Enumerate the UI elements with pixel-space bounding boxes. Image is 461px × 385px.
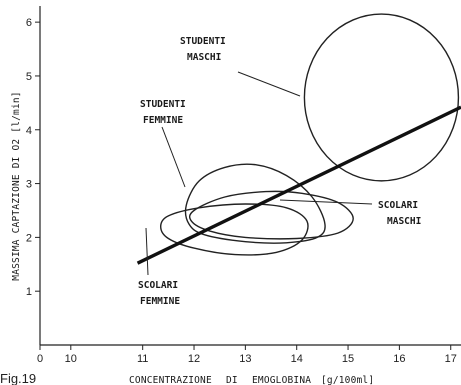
- x-tick-label: 10: [65, 353, 77, 365]
- label-studenti-femmine-line1: STUDENTI: [140, 99, 186, 110]
- y-tick-label: 2: [26, 232, 32, 244]
- outline-scolari-femmine: [159, 203, 309, 256]
- x-tick-label: 13: [239, 353, 251, 365]
- pointer-scolari-maschi: [279, 199, 373, 205]
- x-tick-label: 16: [393, 353, 405, 365]
- y-tick-label: 5: [26, 71, 32, 83]
- label-studenti-maschi-line1: STUDENTI: [180, 36, 226, 47]
- y-tick-label: 4: [26, 125, 32, 137]
- x-tick-label: 15: [342, 353, 354, 365]
- outline-studenti-maschi: [303, 13, 460, 182]
- pointer-studenti-maschi: [237, 71, 301, 97]
- pointer-studenti-femmine: [161, 126, 186, 188]
- label-scolari-femmine-line2: FEMMINE: [140, 296, 180, 307]
- regression-line: [136, 105, 461, 265]
- y-ticks: 1 2 3 4 5 6: [26, 17, 40, 298]
- x-tick-label: 14: [291, 353, 303, 365]
- label-scolari-maschi-line2: MASCHI: [387, 216, 421, 227]
- figure-caption: Fig.19: [0, 371, 36, 385]
- label-studenti-maschi-line2: MASCHI: [187, 52, 221, 63]
- y-axis-label: MASSIMA CAPTAZIONE DI O2 [l/min]: [11, 91, 22, 280]
- label-scolari-maschi-line1: SCOLARI: [378, 200, 418, 211]
- y-tick-label: 1: [26, 286, 32, 298]
- outline-studenti-femmine: [184, 163, 326, 244]
- x-tick-label: 12: [188, 353, 200, 365]
- x-axis-label: CONCENTRAZIONE DI EMOGLOBINA [g/100ml]: [129, 375, 374, 385]
- x-axis-label-part-4: [g/100ml]: [321, 375, 374, 385]
- x-axis-label-part-2: DI: [226, 375, 238, 385]
- x-tick-label: 11: [137, 353, 148, 365]
- x-ticks: 0 10 11 12 13 14 15 16 17: [37, 345, 457, 365]
- x-tick-label: 17: [445, 353, 457, 365]
- x-tick-label: 0: [37, 353, 43, 365]
- y-tick-label: 6: [26, 17, 32, 29]
- x-axis-label-part-3: EMOGLOBINA: [252, 375, 311, 385]
- x-axis-label-part-1: CONCENTRAZIONE: [129, 375, 212, 385]
- annotations: STUDENTI MASCHI STUDENTI FEMMINE SCOLARI…: [138, 36, 421, 307]
- y-tick-label: 3: [26, 179, 32, 191]
- label-scolari-femmine-line1: SCOLARI: [138, 280, 178, 291]
- pointer-scolari-femmine: [145, 227, 149, 276]
- label-studenti-femmine-line2: FEMMINE: [143, 115, 183, 126]
